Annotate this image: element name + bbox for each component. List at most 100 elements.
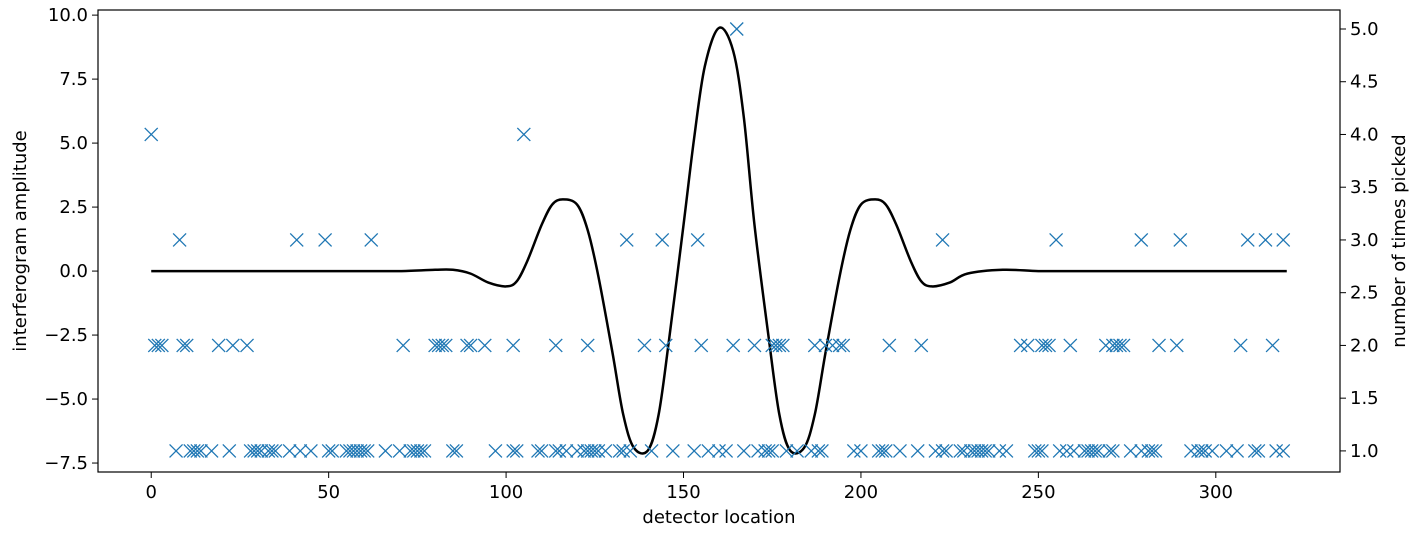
- scatter-point: [534, 443, 549, 458]
- scatter-point: [818, 338, 833, 353]
- scatter-point: [1091, 443, 1106, 458]
- scatter-point: [303, 443, 318, 458]
- scatter-point: [814, 443, 829, 458]
- y-right-tick-label: 5.0: [1350, 19, 1379, 40]
- scatter-point: [1042, 338, 1056, 353]
- scatter-point: [1194, 443, 1209, 458]
- scatter-point: [449, 443, 464, 458]
- scatter-point: [1102, 443, 1117, 458]
- scatter-point: [953, 443, 968, 458]
- scatter-point: [1144, 443, 1159, 458]
- scatter-point: [1276, 232, 1291, 247]
- y-right-tick-label: 3.0: [1350, 230, 1379, 251]
- scatter-point: [1198, 443, 1213, 458]
- scatter-point: [403, 443, 418, 458]
- scatter-point: [587, 443, 602, 458]
- scatter-point: [1148, 443, 1163, 458]
- scatter-point: [445, 443, 460, 458]
- scatter-point: [1173, 232, 1188, 247]
- scatter-point: [1013, 338, 1028, 353]
- scatter-point: [1084, 443, 1099, 458]
- scatter-point: [1109, 338, 1124, 353]
- scatter-point: [893, 443, 907, 458]
- scatter-point: [396, 338, 411, 353]
- scatter-point: [1269, 443, 1284, 458]
- scatter-point: [971, 443, 986, 458]
- scatter-point: [853, 443, 868, 458]
- scatter-point: [1184, 443, 1198, 458]
- scatter-point: [211, 338, 226, 353]
- scatter-point: [1049, 232, 1064, 247]
- y-left-tick-label: −5.0: [44, 389, 88, 410]
- scatter-point: [282, 443, 297, 458]
- scatter-point: [339, 443, 354, 458]
- plot-area: [144, 22, 1291, 458]
- scatter-point: [1219, 443, 1234, 458]
- scatter-point: [978, 443, 993, 458]
- scatter-point: [204, 443, 219, 458]
- scatter-point: [765, 338, 780, 353]
- scatter-point: [1031, 443, 1046, 458]
- scatter-point: [378, 443, 393, 458]
- scatter-point: [1276, 443, 1291, 458]
- scatter-point: [350, 443, 365, 458]
- scatter-point: [1191, 443, 1206, 458]
- scatter-point: [1081, 443, 1096, 458]
- scatter-point: [1134, 232, 1149, 247]
- scatter-point: [435, 338, 450, 353]
- y-left-tick-label: 5.0: [59, 133, 88, 154]
- scatter-point: [250, 443, 265, 458]
- scatter-point: [1052, 443, 1067, 458]
- y-left-tick-label: 2.5: [59, 197, 88, 218]
- scatter-point: [325, 443, 340, 458]
- scatter-point: [342, 443, 357, 458]
- scatter-point: [147, 338, 162, 353]
- scatter-point: [548, 443, 563, 458]
- scatter-point: [169, 443, 184, 458]
- scatter-point: [882, 338, 897, 353]
- x-tick-label: 200: [844, 482, 878, 503]
- scatter-point: [293, 443, 308, 458]
- scatter-point: [939, 443, 954, 458]
- scatter-point: [268, 443, 283, 458]
- scatter-point: [967, 443, 982, 458]
- scatter-point: [619, 232, 634, 247]
- scatter-point: [832, 338, 847, 353]
- y-left-tick-label: −2.5: [44, 325, 88, 346]
- scatter-point: [598, 443, 613, 458]
- scatter-point: [289, 232, 304, 247]
- x-tick-label: 150: [666, 482, 700, 503]
- scatter-point: [694, 338, 709, 353]
- scatter-point: [431, 338, 446, 353]
- scatter-point: [1134, 443, 1149, 458]
- scatter-point: [1034, 443, 1049, 458]
- scatter-point: [254, 443, 269, 458]
- scatter-point: [765, 443, 780, 458]
- scatter-point: [1230, 443, 1245, 458]
- scatter-point: [577, 443, 592, 458]
- x-axis-label: detector location: [642, 507, 795, 528]
- scatter-point: [875, 443, 890, 458]
- scatter-point: [1063, 338, 1078, 353]
- scatter-point: [974, 443, 989, 458]
- scatter-point: [247, 443, 262, 458]
- scatter-point: [751, 443, 765, 458]
- scatter-point: [790, 443, 805, 458]
- scatter-point: [992, 443, 1007, 458]
- scatter-point: [836, 338, 851, 353]
- scatter-point: [190, 443, 205, 458]
- scatter-point: [321, 443, 336, 458]
- y-axis-label-right: number of times picked: [1389, 134, 1410, 347]
- scatter-point: [570, 443, 585, 458]
- scatter-point: [1066, 443, 1081, 458]
- scatter-point: [346, 443, 361, 458]
- scatter-point: [261, 443, 276, 458]
- scatter-point: [1233, 338, 1248, 353]
- y-left-tick-label: −7.5: [44, 453, 88, 474]
- scatter-point: [353, 443, 368, 458]
- scatter-point: [871, 443, 886, 458]
- scatter-point: [552, 443, 567, 458]
- scatter-point: [655, 232, 670, 247]
- scatter-point: [1105, 338, 1120, 353]
- scatter-point: [687, 443, 702, 458]
